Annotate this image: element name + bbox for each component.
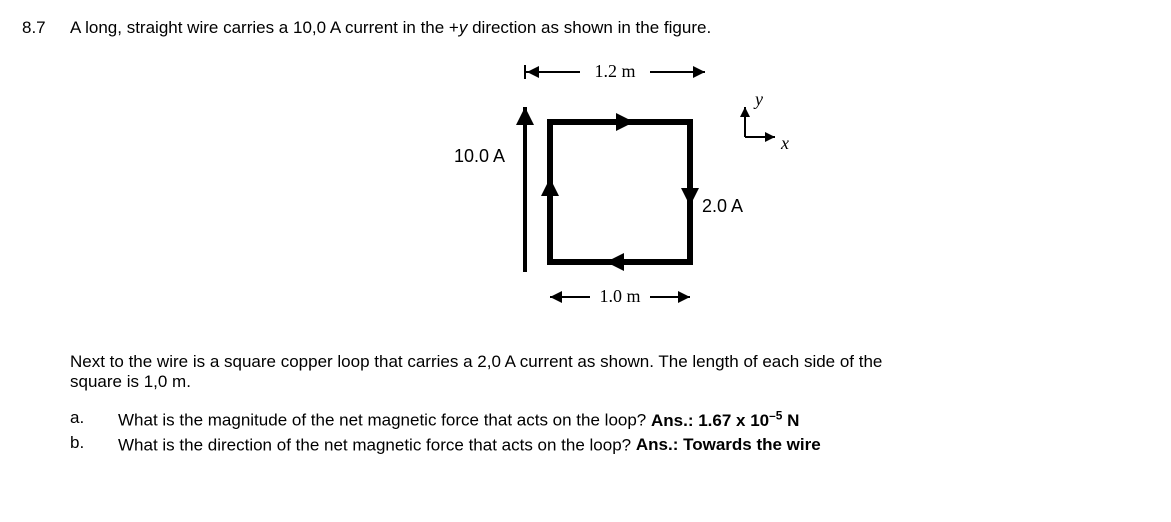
question-number: 8.7	[22, 18, 70, 455]
question-body: A long, straight wire carries a 10,0 A c…	[70, 18, 1149, 455]
part-text: What is the magnitude of the net magneti…	[118, 411, 651, 430]
svg-text:1.0 m: 1.0 m	[599, 286, 640, 306]
svg-text:x: x	[780, 133, 789, 153]
answer-sup: –5	[769, 408, 782, 422]
answer-prefix: Ans.: 1.67 x 10	[651, 411, 769, 430]
question-row: 8.7 A long, straight wire carries a 10,0…	[22, 18, 1149, 455]
prompt-text-2: direction as shown in the figure.	[467, 18, 711, 37]
svg-text:2.0 A: 2.0 A	[702, 196, 743, 216]
figure-container: 1.2 m 10.0 A 2.0 A 1.0 m y x	[70, 52, 1149, 332]
answer-prefix: Ans.: Towards the wire	[636, 435, 821, 454]
answer: Ans.: 1.67 x 10–5 N	[651, 411, 799, 430]
answer: Ans.: Towards the wire	[636, 435, 821, 454]
sub-letter: b.	[70, 433, 118, 456]
sub-letter: a.	[70, 408, 118, 431]
sub-parts: a. What is the magnitude of the net magn…	[70, 408, 1149, 455]
physics-figure: 1.2 m 10.0 A 2.0 A 1.0 m y x	[395, 52, 825, 332]
after-line-2: square is 1,0 m.	[70, 372, 1149, 392]
part-text: What is the direction of the net magneti…	[118, 435, 636, 454]
svg-text:10.0 A: 10.0 A	[453, 146, 504, 166]
sub-text: What is the direction of the net magneti…	[118, 433, 821, 456]
prompt-line: A long, straight wire carries a 10,0 A c…	[70, 18, 1149, 38]
sub-part-a: a. What is the magnitude of the net magn…	[70, 408, 1149, 431]
after-figure-text: Next to the wire is a square copper loop…	[70, 352, 1149, 392]
after-line-1: Next to the wire is a square copper loop…	[70, 352, 1149, 372]
sub-part-b: b. What is the direction of the net magn…	[70, 433, 1149, 456]
prompt-text-1: A long, straight wire carries a 10,0 A c…	[70, 18, 459, 37]
svg-text:1.2 m: 1.2 m	[594, 61, 635, 81]
answer-suffix: N	[782, 411, 799, 430]
svg-text:y: y	[753, 89, 763, 109]
sub-text: What is the magnitude of the net magneti…	[118, 408, 799, 431]
